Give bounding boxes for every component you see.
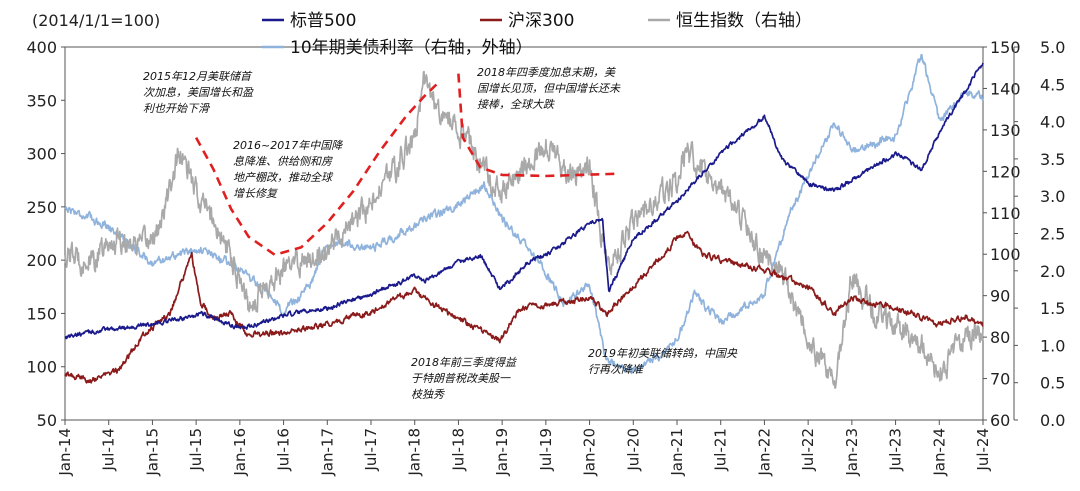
x-tick-label: Jan-20 [581, 428, 599, 477]
y-left-tick-label: 350 [26, 91, 57, 110]
annotation-line: 利也开始下滑 [143, 102, 210, 115]
x-tick-label: Jan-23 [843, 428, 861, 477]
y-right-outer-tick-label: 0.0 [1040, 411, 1065, 430]
y-left-tick-label: 100 [26, 358, 57, 377]
legend-label: 恒生指数（右轴） [676, 11, 812, 31]
x-tick-label: Jul-23 [887, 428, 905, 472]
x-tick-label: Jul-19 [537, 428, 555, 472]
legend-label: 10年期美债利率（右轴，外轴） [290, 38, 533, 58]
y-right-inner-tick-label: 130 [990, 121, 1021, 140]
y-right-inner-tick-label: 70 [990, 370, 1010, 389]
x-tick-label: Jul-24 [974, 428, 992, 472]
y-right-outer-tick-label: 2.5 [1040, 225, 1065, 244]
x-tick-label: Jan-14 [56, 428, 74, 477]
y-left-tick-label: 250 [26, 198, 57, 217]
y-right-outer-tick-label: 0.5 [1040, 374, 1065, 393]
annotation-line: 2016~2017年中国降 [233, 139, 343, 152]
y-right-inner-tick-label: 150 [990, 38, 1021, 57]
x-tick-label: Jan-24 [930, 428, 948, 477]
annotation-line: 2015年12月美联储首 [143, 70, 253, 83]
x-tick-label: Jan-22 [755, 428, 773, 477]
y-left-tick-label: 300 [26, 145, 57, 164]
annotation-line: 行再次降准 [588, 363, 645, 376]
y-left-tick-label: 150 [26, 304, 57, 323]
annotation-line: 国增长见顶，但中国增长还未 [477, 82, 621, 95]
annotation-line: 2018年四季度加息末期，美 [477, 66, 616, 79]
annotation-line: 枝独秀 [411, 388, 446, 401]
y-right-outer-tick-label: 1.5 [1040, 299, 1065, 318]
annotation-line: 于特朗普税改美股一 [411, 372, 511, 385]
ust10y-line [64, 53, 984, 375]
y-left-tick-label: 200 [26, 251, 57, 270]
x-tick-label: Jul-17 [362, 428, 380, 472]
trend-dashed-line [457, 73, 616, 178]
x-tick-label: Jan-18 [406, 428, 424, 477]
sp500-line [64, 62, 984, 340]
y-right-inner-tick-label: 140 [990, 79, 1021, 98]
base-note: (2014/1/1=100) [32, 11, 160, 30]
csi300-line [64, 230, 984, 384]
y-right-outer-tick-label: 4.5 [1040, 75, 1065, 94]
y-right-inner-tick-label: 110 [990, 204, 1021, 223]
x-tick-label: Jul-20 [624, 428, 642, 472]
y-right-inner-tick-label: 60 [990, 411, 1010, 430]
y-right-outer-tick-label: 3.0 [1040, 187, 1065, 206]
plot-frame [64, 46, 984, 421]
y-right-inner-tick-label: 120 [990, 162, 1021, 181]
y-right-outer-tick-label: 4.0 [1040, 113, 1065, 132]
legend-item: 沪深300 [480, 11, 574, 31]
annotation-line: 2019年初美联储转鸽，中国央 [588, 347, 738, 360]
y-right-outer-tick-label: 3.5 [1040, 150, 1065, 169]
legend-label: 沪深300 [508, 11, 574, 31]
x-tick-label: Jul-15 [187, 428, 205, 472]
x-tick-label: Jan-21 [668, 428, 686, 477]
x-tick-label: Jan-15 [143, 428, 161, 477]
x-tick-label: Jul-21 [712, 428, 730, 472]
annotation-line: 次加息，美国增长和盈 [143, 86, 254, 99]
annotation-line: 地产棚改，推动全球 [233, 171, 334, 184]
annotation-line: 接棒，全球大跌 [477, 98, 556, 111]
x-tick-label: Jul-18 [449, 428, 467, 472]
x-tick-label: Jul-16 [275, 428, 293, 472]
x-tick-label: Jul-22 [799, 428, 817, 472]
y-right-outer-tick-label: 1.0 [1040, 336, 1065, 355]
y-right-inner-tick-label: 100 [990, 245, 1021, 264]
x-tick-label: Jan-16 [231, 428, 249, 477]
legend-item: 10年期美债利率（右轴，外轴） [262, 38, 533, 58]
hsi-line [64, 70, 984, 389]
annotation-line: 2018年前三季度得益 [411, 356, 518, 369]
y-right-inner-tick-label: 90 [990, 287, 1010, 306]
y-left-tick-label: 400 [26, 38, 57, 57]
x-tick-label: Jan-19 [493, 428, 511, 477]
y-right-inner-tick-label: 80 [990, 328, 1010, 347]
y-right-outer-tick-label: 2.0 [1040, 262, 1065, 281]
annotation-line: 增长修复 [233, 187, 278, 200]
annotation-line: 息降准、供给侧和房 [233, 155, 333, 168]
legend-label: 标普500 [290, 11, 356, 31]
y-left-tick-label: 50 [37, 411, 57, 430]
x-tick-label: Jan-17 [318, 428, 336, 477]
y-right-outer-tick-label: 5.0 [1040, 38, 1065, 57]
legend-item: 恒生指数（右轴） [648, 11, 812, 31]
legend-item: 标普500 [262, 11, 356, 31]
x-tick-label: Jul-14 [100, 428, 118, 472]
